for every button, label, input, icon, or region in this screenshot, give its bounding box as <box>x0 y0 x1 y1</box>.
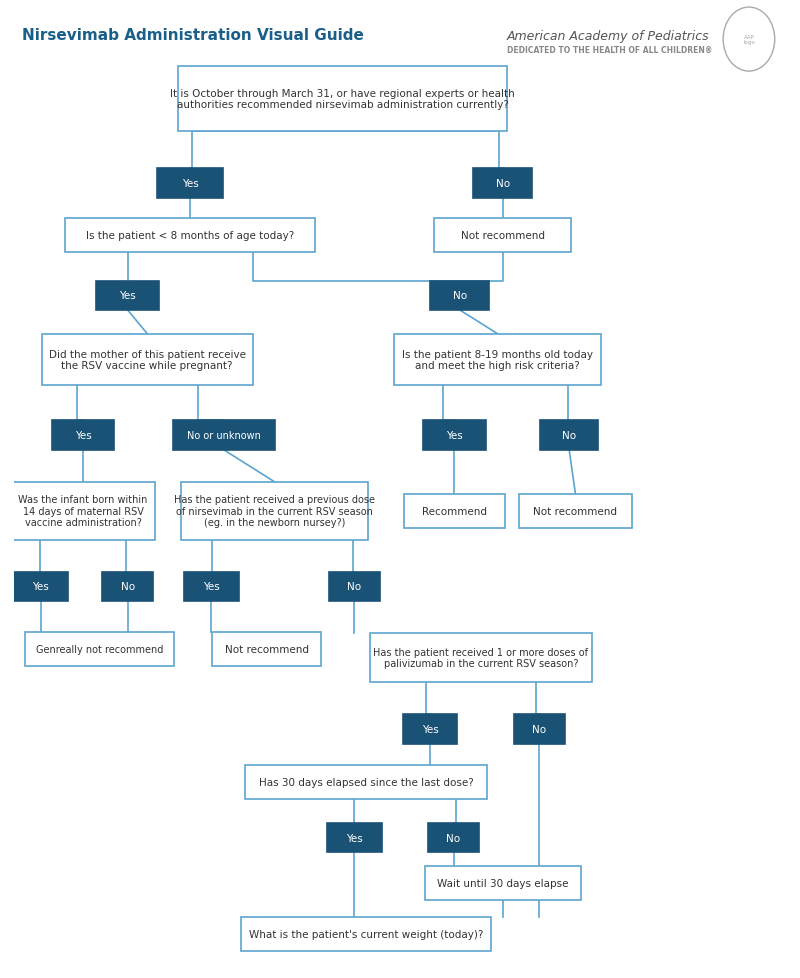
Text: Did the mother of this patient receive
the RSV vaccine while pregnant?: Did the mother of this patient receive t… <box>49 349 246 371</box>
Text: No or unknown: No or unknown <box>187 430 261 441</box>
Text: Has 30 days elapsed since the last dose?: Has 30 days elapsed since the last dose? <box>258 778 474 787</box>
FancyBboxPatch shape <box>370 634 592 683</box>
Text: It is October through March 31, or have regional experts or health
authorities r: It is October through March 31, or have … <box>170 89 515 111</box>
Text: No: No <box>453 291 467 301</box>
Text: Yes: Yes <box>346 832 362 843</box>
FancyBboxPatch shape <box>474 169 532 199</box>
Text: No: No <box>533 724 546 734</box>
FancyBboxPatch shape <box>428 823 479 853</box>
FancyBboxPatch shape <box>65 218 315 252</box>
Text: Not recommend: Not recommend <box>534 507 618 516</box>
FancyBboxPatch shape <box>184 572 238 601</box>
Text: DEDICATED TO THE HEALTH OF ALL CHILDREN®: DEDICATED TO THE HEALTH OF ALL CHILDREN® <box>506 46 712 55</box>
FancyBboxPatch shape <box>394 334 601 385</box>
FancyBboxPatch shape <box>241 917 491 951</box>
FancyBboxPatch shape <box>423 421 486 450</box>
FancyBboxPatch shape <box>42 334 253 385</box>
FancyBboxPatch shape <box>10 482 155 540</box>
FancyBboxPatch shape <box>96 282 159 311</box>
Text: Nirsevimab Administration Visual Guide: Nirsevimab Administration Visual Guide <box>22 28 364 43</box>
Text: Yes: Yes <box>446 430 462 441</box>
Text: Yes: Yes <box>203 582 220 592</box>
Text: No: No <box>446 832 461 843</box>
Text: Yes: Yes <box>422 724 438 734</box>
Text: No: No <box>496 179 510 189</box>
Text: Is the patient < 8 months of age today?: Is the patient < 8 months of age today? <box>86 231 294 241</box>
Text: No: No <box>121 582 134 592</box>
FancyBboxPatch shape <box>540 421 598 450</box>
FancyBboxPatch shape <box>403 494 505 528</box>
FancyBboxPatch shape <box>402 715 458 744</box>
FancyBboxPatch shape <box>518 494 632 528</box>
Text: AAP
logo: AAP logo <box>743 34 755 45</box>
Text: Was the infant born within
14 days of maternal RSV
vaccine administration?: Was the infant born within 14 days of ma… <box>18 495 148 528</box>
Text: What is the patient's current weight (today)?: What is the patient's current weight (to… <box>249 929 483 939</box>
Text: Yes: Yes <box>119 291 136 301</box>
Text: Wait until 30 days elapse: Wait until 30 days elapse <box>437 878 569 888</box>
Text: Not recommend: Not recommend <box>461 231 545 241</box>
Text: Has the patient received a previous dose
of nirsevimab in the current RSV season: Has the patient received a previous dose… <box>174 495 375 528</box>
FancyBboxPatch shape <box>434 218 571 252</box>
FancyBboxPatch shape <box>52 421 114 450</box>
Text: Yes: Yes <box>74 430 91 441</box>
Text: American Academy of Pediatrics: American Academy of Pediatrics <box>506 30 710 43</box>
FancyBboxPatch shape <box>181 482 368 540</box>
FancyBboxPatch shape <box>514 715 565 744</box>
FancyBboxPatch shape <box>157 169 223 199</box>
Text: Genreally not recommend: Genreally not recommend <box>36 645 163 654</box>
Text: Yes: Yes <box>33 582 50 592</box>
Text: Is the patient 8-19 months old today
and meet the high risk criteria?: Is the patient 8-19 months old today and… <box>402 349 593 371</box>
FancyBboxPatch shape <box>430 282 489 311</box>
Text: No: No <box>347 582 362 592</box>
FancyBboxPatch shape <box>425 867 581 900</box>
Text: Recommend: Recommend <box>422 507 487 516</box>
FancyBboxPatch shape <box>178 67 506 131</box>
FancyBboxPatch shape <box>102 572 153 601</box>
FancyBboxPatch shape <box>212 632 322 666</box>
Text: No: No <box>562 430 576 441</box>
FancyBboxPatch shape <box>26 632 174 666</box>
FancyBboxPatch shape <box>327 823 382 853</box>
Text: Yes: Yes <box>182 179 198 189</box>
Text: Has the patient received 1 or more doses of
palivizumab in the current RSV seaso: Has the patient received 1 or more doses… <box>374 647 588 669</box>
FancyBboxPatch shape <box>14 572 68 601</box>
FancyBboxPatch shape <box>173 421 274 450</box>
Text: Not recommend: Not recommend <box>225 645 309 654</box>
FancyBboxPatch shape <box>329 572 380 601</box>
FancyBboxPatch shape <box>245 766 487 799</box>
